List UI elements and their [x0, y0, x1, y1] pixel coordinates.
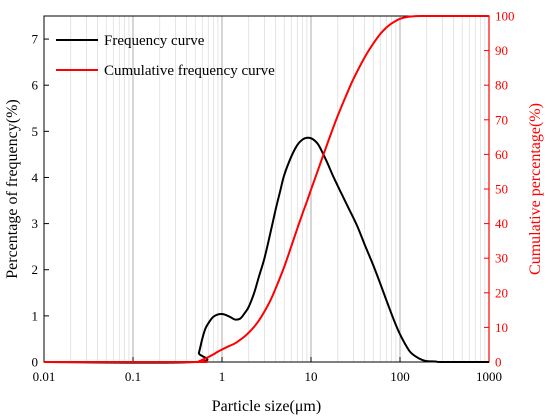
- legend: Frequency curve Cumulative frequency cur…: [56, 33, 275, 79]
- y-right-tick-label: 20: [495, 285, 508, 300]
- y-left-tick-label: 5: [32, 124, 39, 139]
- x-tick-label: 100: [390, 369, 410, 384]
- x-tick-label: 0.01: [33, 369, 56, 384]
- x-tick-label: 0.1: [125, 369, 141, 384]
- y-right-tick-label: 0: [495, 355, 502, 370]
- y-right-tick-label: 60: [495, 147, 508, 162]
- y-right-tick-label: 100: [495, 9, 515, 24]
- y-left-tick-label: 6: [32, 78, 39, 93]
- x-tick-label: 1: [219, 369, 226, 384]
- x-tick-label: 10: [305, 369, 318, 384]
- y-axis-left-ticks: 0 1 2 3 4 5 6 7: [32, 32, 49, 370]
- x-tick-label: 1000: [476, 369, 502, 384]
- series-cumulative-line: [43, 14, 489, 364]
- y-left-tick-label: 2: [32, 262, 39, 277]
- y-right-tick-label: 50: [495, 182, 508, 197]
- y-axis-right-ticks: 0 10 20 30 40 50 60 70 80 90 100: [484, 9, 515, 370]
- y-left-tick-label: 1: [32, 308, 39, 323]
- y-left-tick-label: 3: [32, 216, 39, 231]
- x-axis-title: Particle size(μm): [212, 398, 321, 415]
- y-right-tick-label: 80: [495, 78, 508, 93]
- y-left-tick-label: 0: [32, 355, 39, 370]
- y-right-tick-label: 40: [495, 216, 508, 231]
- y-left-tick-label: 4: [32, 170, 39, 185]
- x-axis-ticks: 0.01 0.1 1 10 100 1000: [33, 357, 502, 384]
- y-right-tick-label: 10: [495, 320, 508, 335]
- legend-label-frequency: Frequency curve: [104, 33, 205, 49]
- y-left-tick-label: 7: [32, 32, 39, 47]
- legend-label-cumulative: Cumulative frequency curve: [104, 63, 275, 79]
- series-layer: [43, 14, 490, 364]
- y-right-tick-label: 70: [495, 112, 508, 127]
- y-right-tick-label: 30: [495, 251, 508, 266]
- y-axis-left-title: Percentage of frequency(%): [4, 99, 21, 278]
- y-axis-right-title: Cumulative percentage(%): [527, 103, 544, 275]
- series-frequency-line: [43, 136, 490, 364]
- grid-layer: [70, 16, 486, 362]
- y-right-tick-label: 90: [495, 43, 508, 58]
